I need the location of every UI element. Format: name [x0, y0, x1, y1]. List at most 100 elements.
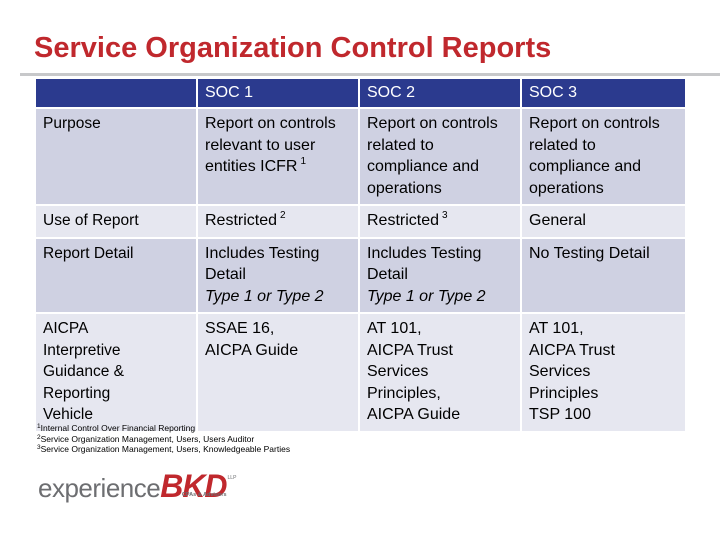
cell-text-line: Restricted 2	[205, 210, 354, 232]
row-label-cell: Report Detail	[36, 237, 198, 314]
header-cell-soc1: SOC 1	[197, 79, 360, 109]
cell-text: AICPA Trust	[529, 341, 615, 359]
footnote-number: 2	[37, 433, 41, 441]
cell-text-line: AICPA Guide	[367, 404, 516, 426]
slide-title: Service Organization Control Reports	[34, 32, 552, 64]
table-cell-soc3: Report on controls related to compliance a…	[521, 108, 685, 206]
cell-text-line: General	[529, 210, 681, 232]
cell-text: operations	[367, 179, 442, 197]
row-label-cell: AICPA Interpretive Guidance & Reporting Vehi…	[36, 313, 198, 433]
cell-text: compliance and	[367, 158, 480, 175]
cell-text: Report on controls	[205, 115, 336, 132]
cell-text: related to	[529, 136, 596, 154]
logo-tagline: CPAs & Advisors	[181, 492, 227, 498]
row-label-line: Report Detail	[43, 244, 134, 262]
cell-text-line: AICPA Trust	[367, 340, 516, 362]
row-label-line: Vehicle	[43, 406, 93, 423]
table-body: Purpose Report on controls relevant to use…	[36, 108, 685, 433]
company-logo: experience BKD CPAs & Advisors LLP	[38, 463, 237, 503]
soc-comparison-table: SOC 1 SOC 2 SOC 3 Purpose Report on contr…	[36, 79, 685, 433]
footnote: 1Internal Control Over Financial Reporti…	[37, 423, 290, 434]
title-divider	[20, 73, 720, 76]
comparison-table-container: SOC 1 SOC 2 SOC 3 Purpose Report on contr…	[36, 79, 685, 433]
cell-text-line: compliance and	[367, 156, 516, 178]
cell-text-line: operations	[529, 178, 681, 200]
row-label-cell: Purpose	[36, 108, 198, 206]
cell-text-line: Report on controls	[529, 113, 681, 135]
cell-text-line: AICPA Guide	[205, 340, 354, 362]
cell-text: Principles,	[367, 384, 441, 402]
row-label-line: Purpose	[43, 115, 101, 132]
table-cell-soc1: Includes Testing Detail Type 1 or Type 2	[197, 237, 360, 314]
cell-text: Services	[367, 363, 429, 380]
table-cell-soc2: Report on controls related to compliance a…	[359, 108, 522, 206]
cell-text: Detail	[205, 266, 246, 283]
row-use-of-report: Use of Report Restricted 2 Restricted 3 Gener…	[36, 205, 685, 239]
cell-text-line: AT 101,	[367, 318, 516, 340]
footnote-text: Service Organization Management, Users, …	[40, 433, 255, 444]
footnote: 2Service Organization Management, Users,…	[37, 434, 290, 445]
cell-text-line: relevant to user	[205, 135, 354, 157]
row-label-line: Reporting	[43, 384, 111, 402]
cell-text-line: Includes Testing	[205, 243, 354, 265]
header-cell-soc3: SOC 3	[521, 79, 685, 109]
cell-text-line: operations	[367, 178, 516, 200]
footnote-marker: 3	[442, 210, 448, 221]
cell-text: AICPA Trust	[367, 341, 453, 359]
footnote-text: Service Organization Management, Users, …	[40, 444, 291, 454]
cell-text: Restricted	[205, 212, 278, 229]
footnote-text: Internal Control Over Financial Reportin…	[40, 423, 196, 433]
cell-text: SSAE 16,	[205, 320, 275, 337]
footnote-marker: 2	[280, 210, 286, 221]
row-label-cell: Use of Report	[36, 205, 198, 239]
table-cell-soc1: Restricted 2	[197, 205, 360, 239]
cell-text-line: entities ICFR 1	[205, 156, 354, 178]
cell-text-line: Detail	[205, 264, 354, 286]
row-aicpa-guidance: AICPA Interpretive Guidance & Reporting Vehi…	[36, 313, 685, 433]
table-cell-soc2: AT 101, AICPA Trust Services Principles, AIC…	[359, 313, 522, 433]
cell-text: Principles	[529, 384, 599, 402]
cell-text: No Testing Detail	[529, 244, 650, 262]
table-header-row: SOC 1 SOC 2 SOC 3	[36, 79, 685, 109]
cell-text-line: TSP 100	[529, 404, 681, 426]
cell-text: General	[529, 212, 586, 229]
cell-text-line: Detail	[367, 264, 516, 286]
row-label-line: Interpretive	[43, 341, 121, 359]
row-label-line: Use of Report	[43, 212, 139, 229]
cell-text: Detail	[367, 266, 408, 283]
table-cell-soc2: Includes Testing Detail Type 1 or Type 2	[359, 237, 522, 314]
table-cell-soc2: Restricted 3	[359, 205, 522, 239]
cell-text: relevant to user	[205, 136, 316, 154]
table-cell-soc3: General	[521, 205, 685, 239]
table-cell-soc3: AT 101, AICPA Trust Services Principles TSP …	[521, 313, 685, 433]
logo-word: experience	[38, 473, 161, 503]
footnote: 3Service Organization Management, Users,…	[37, 444, 290, 455]
cell-text-line: SSAE 16,	[205, 318, 354, 340]
cell-text-line: Principles,	[367, 383, 516, 405]
row-purpose: Purpose Report on controls relevant to use…	[36, 108, 685, 206]
cell-text: TSP 100	[529, 406, 591, 423]
cell-italic-line: Type 1 or Type 2	[367, 287, 486, 305]
footnote-number: 3	[37, 444, 41, 451]
cell-text: AT 101,	[529, 320, 584, 337]
footnotes: 1Internal Control Over Financial Reporti…	[37, 423, 290, 455]
logo-suffix: LLP	[227, 475, 237, 481]
header-cell-empty	[36, 79, 198, 109]
cell-text-line: Report on controls	[205, 113, 354, 135]
header-cell-soc2: SOC 2	[359, 79, 522, 109]
cell-text-line: Report on controls	[367, 113, 516, 135]
cell-text: Report on controls	[529, 115, 660, 132]
row-label-line: AICPA	[43, 320, 89, 337]
cell-text: Restricted	[367, 212, 440, 229]
footnote-marker: 1	[300, 156, 307, 167]
cell-text-line: Services	[529, 361, 681, 383]
cell-text-line: Restricted 3	[367, 210, 516, 232]
cell-text-line: related to	[367, 135, 516, 157]
cell-text: Includes Testing	[205, 244, 320, 262]
cell-text: Report on controls	[367, 115, 498, 132]
cell-text: related to	[367, 136, 434, 154]
cell-text-line: compliance and	[529, 156, 681, 178]
table-cell-soc1: Report on controls relevant to user entiti…	[197, 108, 360, 206]
cell-text-line: Services	[367, 361, 516, 383]
logo-brand: BKD CPAs & Advisors	[160, 470, 227, 502]
